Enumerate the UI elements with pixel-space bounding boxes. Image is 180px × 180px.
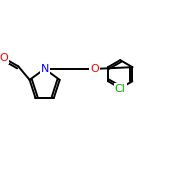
Text: O: O bbox=[90, 64, 99, 74]
Text: N: N bbox=[40, 64, 49, 74]
Text: O: O bbox=[0, 53, 8, 63]
Text: Cl: Cl bbox=[115, 84, 126, 94]
